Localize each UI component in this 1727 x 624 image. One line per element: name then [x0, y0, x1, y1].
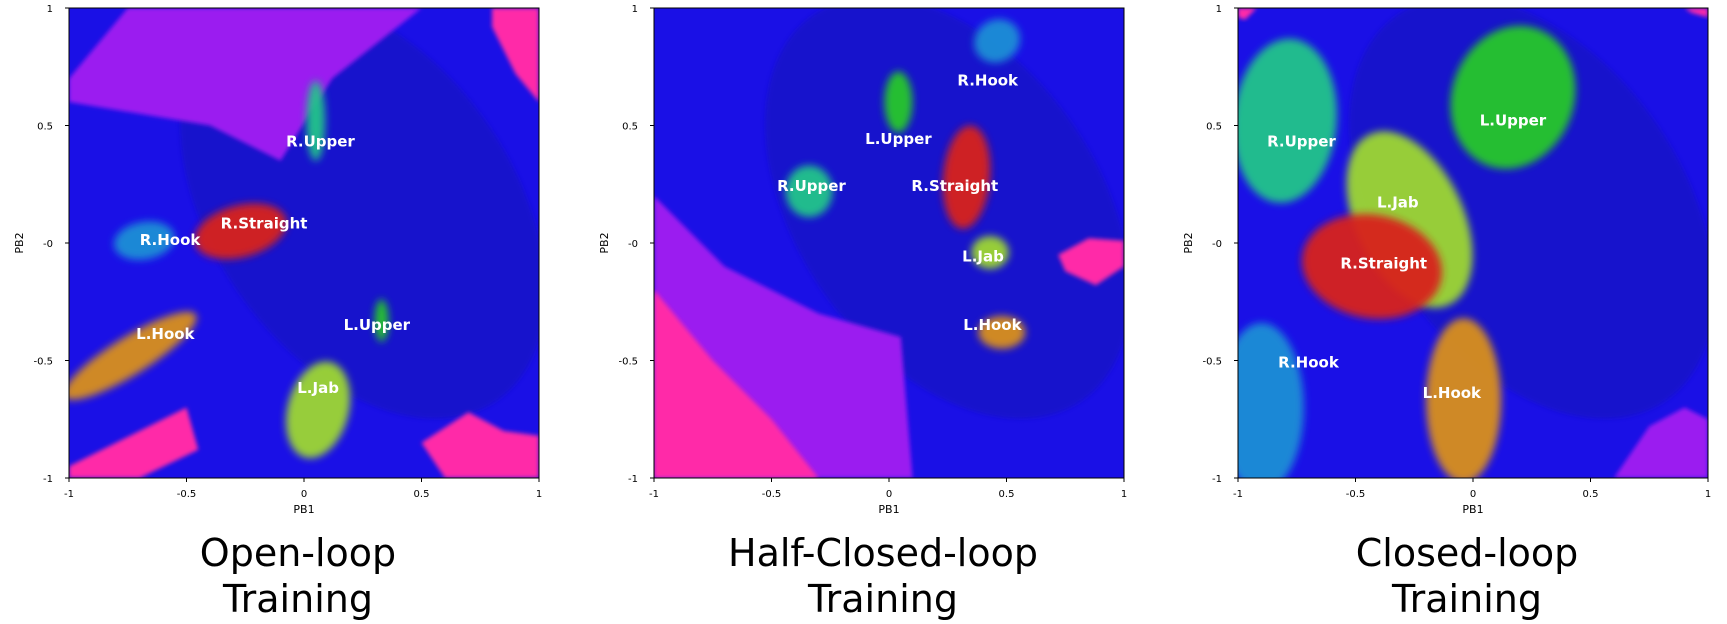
cluster-l-upper: [884, 71, 913, 133]
panel-caption-half-closed-loop: Half-Closed-loop Training: [683, 530, 1083, 622]
y-tick-label: -0.5: [618, 357, 638, 368]
region-pink: [1058, 238, 1124, 286]
x-tick-label: -0.5: [177, 489, 197, 500]
x-tick-label: 0.5: [414, 489, 430, 500]
x-tick-label: -0.5: [762, 489, 782, 500]
x-axis-label: PB1: [293, 503, 314, 516]
x-tick-label: 0.5: [999, 489, 1015, 500]
y-tick-label: -0: [1212, 239, 1222, 250]
x-tick-label: 0: [886, 489, 892, 500]
cluster-r-hook: [974, 19, 1021, 63]
x-tick-label: 0: [301, 489, 307, 500]
x-axis-label: PB1: [1462, 503, 1483, 516]
cluster-r-upper: [1238, 38, 1337, 203]
y-tick-label: -1: [628, 474, 638, 485]
y-tick-label: -0.5: [33, 357, 53, 368]
cluster-label: L.Jab: [962, 248, 1004, 266]
x-tick-label: -1: [64, 489, 74, 500]
x-axis-label: PB1: [878, 503, 899, 516]
heatmap-panel: R.Upper R.Hook R.Straight L.Hook L.Upper L.Ja…: [13, 4, 542, 516]
y-axis-label: PB2: [1182, 232, 1195, 253]
cluster-label: R.Upper: [286, 132, 355, 150]
region-pink: [492, 8, 539, 102]
plot-area: R.Hook L.Upper R.Straight R.Upper L.Jab L.Hoo…: [654, 8, 1124, 478]
cluster-label: R.Hook: [957, 71, 1019, 89]
plot-area: L.Upper R.Upper L.Jab R.Straight R.Hook L.Hoo…: [1238, 8, 1708, 478]
cluster-l-hook: [69, 311, 197, 400]
cluster-l-upper: [1450, 25, 1576, 169]
dark-shading-region: [1349, 8, 1708, 419]
cluster-r-straight: [1301, 214, 1442, 319]
cluster-label: L.Upper: [865, 130, 932, 148]
cluster-label: R.Upper: [777, 177, 846, 195]
cluster-label: R.Upper: [1267, 132, 1336, 150]
panel-caption-closed-loop: Closed-loop Training: [1267, 530, 1667, 622]
region-purple: [69, 8, 422, 161]
region-pink: [654, 290, 819, 478]
x-tick-label: -1: [1233, 489, 1243, 500]
y-tick-label: 1: [632, 4, 638, 15]
cluster-label: L.Hook: [136, 325, 195, 343]
y-axis-label: PB2: [598, 232, 611, 253]
cluster-l-jab: [971, 235, 1009, 269]
x-tick-label: 1: [536, 489, 542, 500]
y-tick-label: -0: [628, 239, 638, 250]
y-tick-label: -0.5: [1202, 357, 1222, 368]
cluster-label: R.Straight: [911, 177, 998, 195]
y-axis-label: PB2: [13, 232, 26, 253]
y-tick-label: 0.5: [37, 122, 53, 133]
caption-line: Training: [223, 577, 373, 621]
cluster-l-upper: [374, 299, 389, 342]
y-tick-label: -1: [43, 474, 53, 485]
cluster-label: L.Upper: [344, 316, 411, 334]
region-pink: [69, 407, 199, 478]
cluster-l-hook: [978, 315, 1026, 349]
cluster-r-hook: [1238, 322, 1304, 478]
caption-line: Half-Closed-loop: [728, 531, 1038, 575]
y-tick-label: -0: [43, 239, 53, 250]
caption-line: Closed-loop: [1355, 531, 1579, 575]
y-tick-label: 0.5: [1206, 122, 1222, 133]
x-tick-label: 0.5: [1583, 489, 1599, 500]
cluster-r-upper: [306, 80, 326, 161]
cluster-l-jab: [285, 361, 351, 459]
cluster-label: R.Straight: [221, 215, 308, 233]
x-tick-label: -1: [649, 489, 659, 500]
cluster-r-straight: [194, 203, 287, 260]
x-tick-label: 1: [1705, 489, 1711, 500]
caption-line: Open-loop: [199, 531, 397, 575]
heatmap-panel: R.Hook L.Upper R.Straight R.Upper L.Jab L.Hoo…: [598, 4, 1127, 516]
cluster-r-hook: [113, 221, 175, 260]
cluster-l-hook: [1426, 318, 1502, 478]
cluster-r-straight: [942, 125, 991, 229]
heatmap-panel: L.Upper R.Upper L.Jab R.Straight R.Hook L.Hoo…: [1182, 4, 1711, 516]
cluster-label: L.Upper: [1480, 111, 1547, 129]
region-purple: [1614, 407, 1708, 478]
cluster-label: R.Straight: [1340, 255, 1427, 273]
y-tick-label: -1: [1212, 474, 1222, 485]
x-tick-label: 0: [1470, 489, 1476, 500]
cluster-label: L.Jab: [1377, 194, 1419, 212]
region-pink: [1238, 8, 1257, 20]
panel-caption-open-loop: Open-loop Training: [98, 530, 498, 622]
y-tick-label: 1: [1216, 4, 1222, 15]
region-pink: [1684, 8, 1708, 18]
cluster-label: L.Hook: [1423, 384, 1482, 402]
caption-line: Training: [808, 577, 958, 621]
caption-line: Training: [1392, 577, 1542, 621]
cluster-label: L.Hook: [963, 316, 1022, 334]
plot-area: R.Upper R.Hook R.Straight L.Hook L.Upper L.Ja…: [69, 8, 539, 478]
cluster-label: L.Jab: [297, 379, 339, 397]
y-tick-label: 0.5: [622, 122, 638, 133]
x-tick-label: -0.5: [1346, 489, 1366, 500]
cluster-label: R.Hook: [140, 231, 202, 249]
cluster-label: R.Hook: [1278, 353, 1340, 371]
y-tick-label: 1: [47, 4, 53, 15]
cluster-r-upper: [785, 165, 833, 218]
panels-layer: R.Upper R.Hook R.Straight L.Hook L.Upper L.Ja…: [13, 4, 1711, 516]
x-tick-label: 1: [1121, 489, 1127, 500]
region-pink: [421, 412, 539, 478]
